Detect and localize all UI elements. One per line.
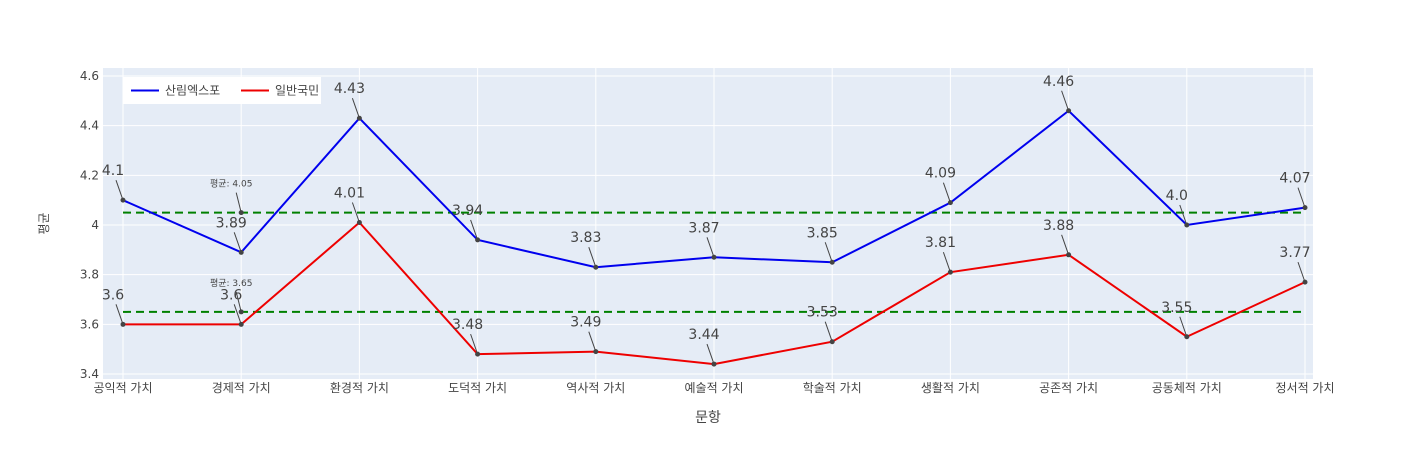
x-tick-label: 공동체적 가치 [1152,381,1222,395]
data-label: 3.77 [1279,245,1310,261]
x-tick-label: 생활적 가치 [921,381,980,395]
x-tick-label: 역사적 가치 [566,381,625,395]
data-point [1302,279,1308,285]
data-label: 4.43 [334,81,365,97]
data-label-arrow [351,202,360,223]
data-point [593,349,599,355]
data-label: 3.55 [1161,300,1192,316]
data-point [593,264,599,270]
data-label: 3.89 [216,215,247,231]
data-point [120,197,126,203]
y-axis-title: 평균 [37,212,51,234]
data-point [356,115,362,121]
mean-label: 평균: 4.05 [210,179,253,190]
mean-label-arrow [235,192,242,213]
data-point [947,269,953,275]
data-label-arrow [824,321,833,342]
x-tick-label: 예술적 가치 [684,381,743,395]
x-tick-label: 정서적 가치 [1275,381,1334,395]
data-label: 3.53 [807,305,838,321]
data-label-arrow [942,252,951,273]
data-label: 3.48 [452,317,483,333]
data-point [238,249,244,255]
data-point [1184,334,1190,340]
data-label-arrow [1061,234,1070,255]
data-label: 3.85 [807,225,838,241]
x-tick-label: 환경적 가치 [330,381,389,395]
y-tick-label: 4.2 [80,168,99,182]
y-tick-label: 3.4 [80,367,99,381]
data-label-arrow [115,180,124,201]
x-axis-title: 문항 [695,410,721,426]
mean-label: 평균: 3.65 [210,278,253,289]
data-label: 3.94 [452,203,483,219]
x-tick-label: 공익적 가치 [93,381,152,395]
data-label-arrow [233,232,242,253]
data-point [947,200,953,206]
legend-label-1: 산림엑스포 [165,84,220,98]
y-tick-label: 4.4 [80,119,99,133]
data-point [711,361,717,367]
data-label: 4.0 [1166,188,1188,204]
data-label-arrow [470,333,479,355]
data-point [829,259,835,265]
data-label-arrow [706,343,715,365]
legend-label-2: 일반국민 [275,84,319,98]
data-point [829,339,835,345]
data-point [711,254,717,260]
data-point [1066,252,1072,258]
data-label-arrow [1297,187,1306,208]
data-point [475,237,481,243]
data-label-arrow [470,219,479,241]
data-label: 3.87 [688,220,719,236]
x-tick-label: 학술적 가치 [803,381,862,395]
data-label-arrow [115,304,124,325]
mean-label-arrowhead [238,309,244,315]
y-tick-label: 4 [91,218,99,232]
plot-area [103,68,1313,379]
data-label: 4.46 [1043,74,1074,90]
data-label: 3.88 [1043,218,1074,234]
data-label: 3.49 [570,315,601,331]
data-label-arrow [942,182,951,203]
data-label: 3.83 [570,230,601,246]
x-tick-label: 도덕적 가치 [448,381,507,395]
mean-label-arrowhead [238,210,244,216]
data-label-arrow [706,237,715,258]
data-point [1184,222,1190,228]
data-label-arrow [351,98,360,119]
y-tick-label: 4.6 [80,69,99,83]
data-label-arrow [588,331,597,352]
data-label: 4.09 [925,166,956,182]
data-label-arrow [824,242,833,263]
y-tick-label: 3.8 [80,268,99,282]
x-tick-label: 경제적 가치 [212,381,271,395]
x-tick-label: 공존적 가치 [1039,381,1098,395]
data-label-arrow [233,304,242,325]
data-label-arrow [1297,261,1306,283]
data-label: 3.6 [220,287,242,303]
data-label: 3.81 [925,235,956,251]
data-label-arrow [1179,204,1188,226]
data-label: 4.01 [334,186,365,202]
data-label-arrow [1061,90,1070,111]
data-label: 4.07 [1279,171,1310,187]
data-point [1066,108,1072,114]
data-label-arrow [1179,316,1188,337]
data-label: 3.44 [688,327,719,343]
data-label: 3.6 [102,287,124,303]
data-point [356,220,362,226]
data-label-arrow [588,247,597,268]
data-point [238,321,244,327]
data-label: 4.1 [102,163,124,179]
mean-label-arrow [235,291,242,313]
data-point [1302,205,1308,211]
data-point [120,321,126,327]
y-tick-label: 3.6 [80,317,99,331]
data-point [475,351,481,357]
